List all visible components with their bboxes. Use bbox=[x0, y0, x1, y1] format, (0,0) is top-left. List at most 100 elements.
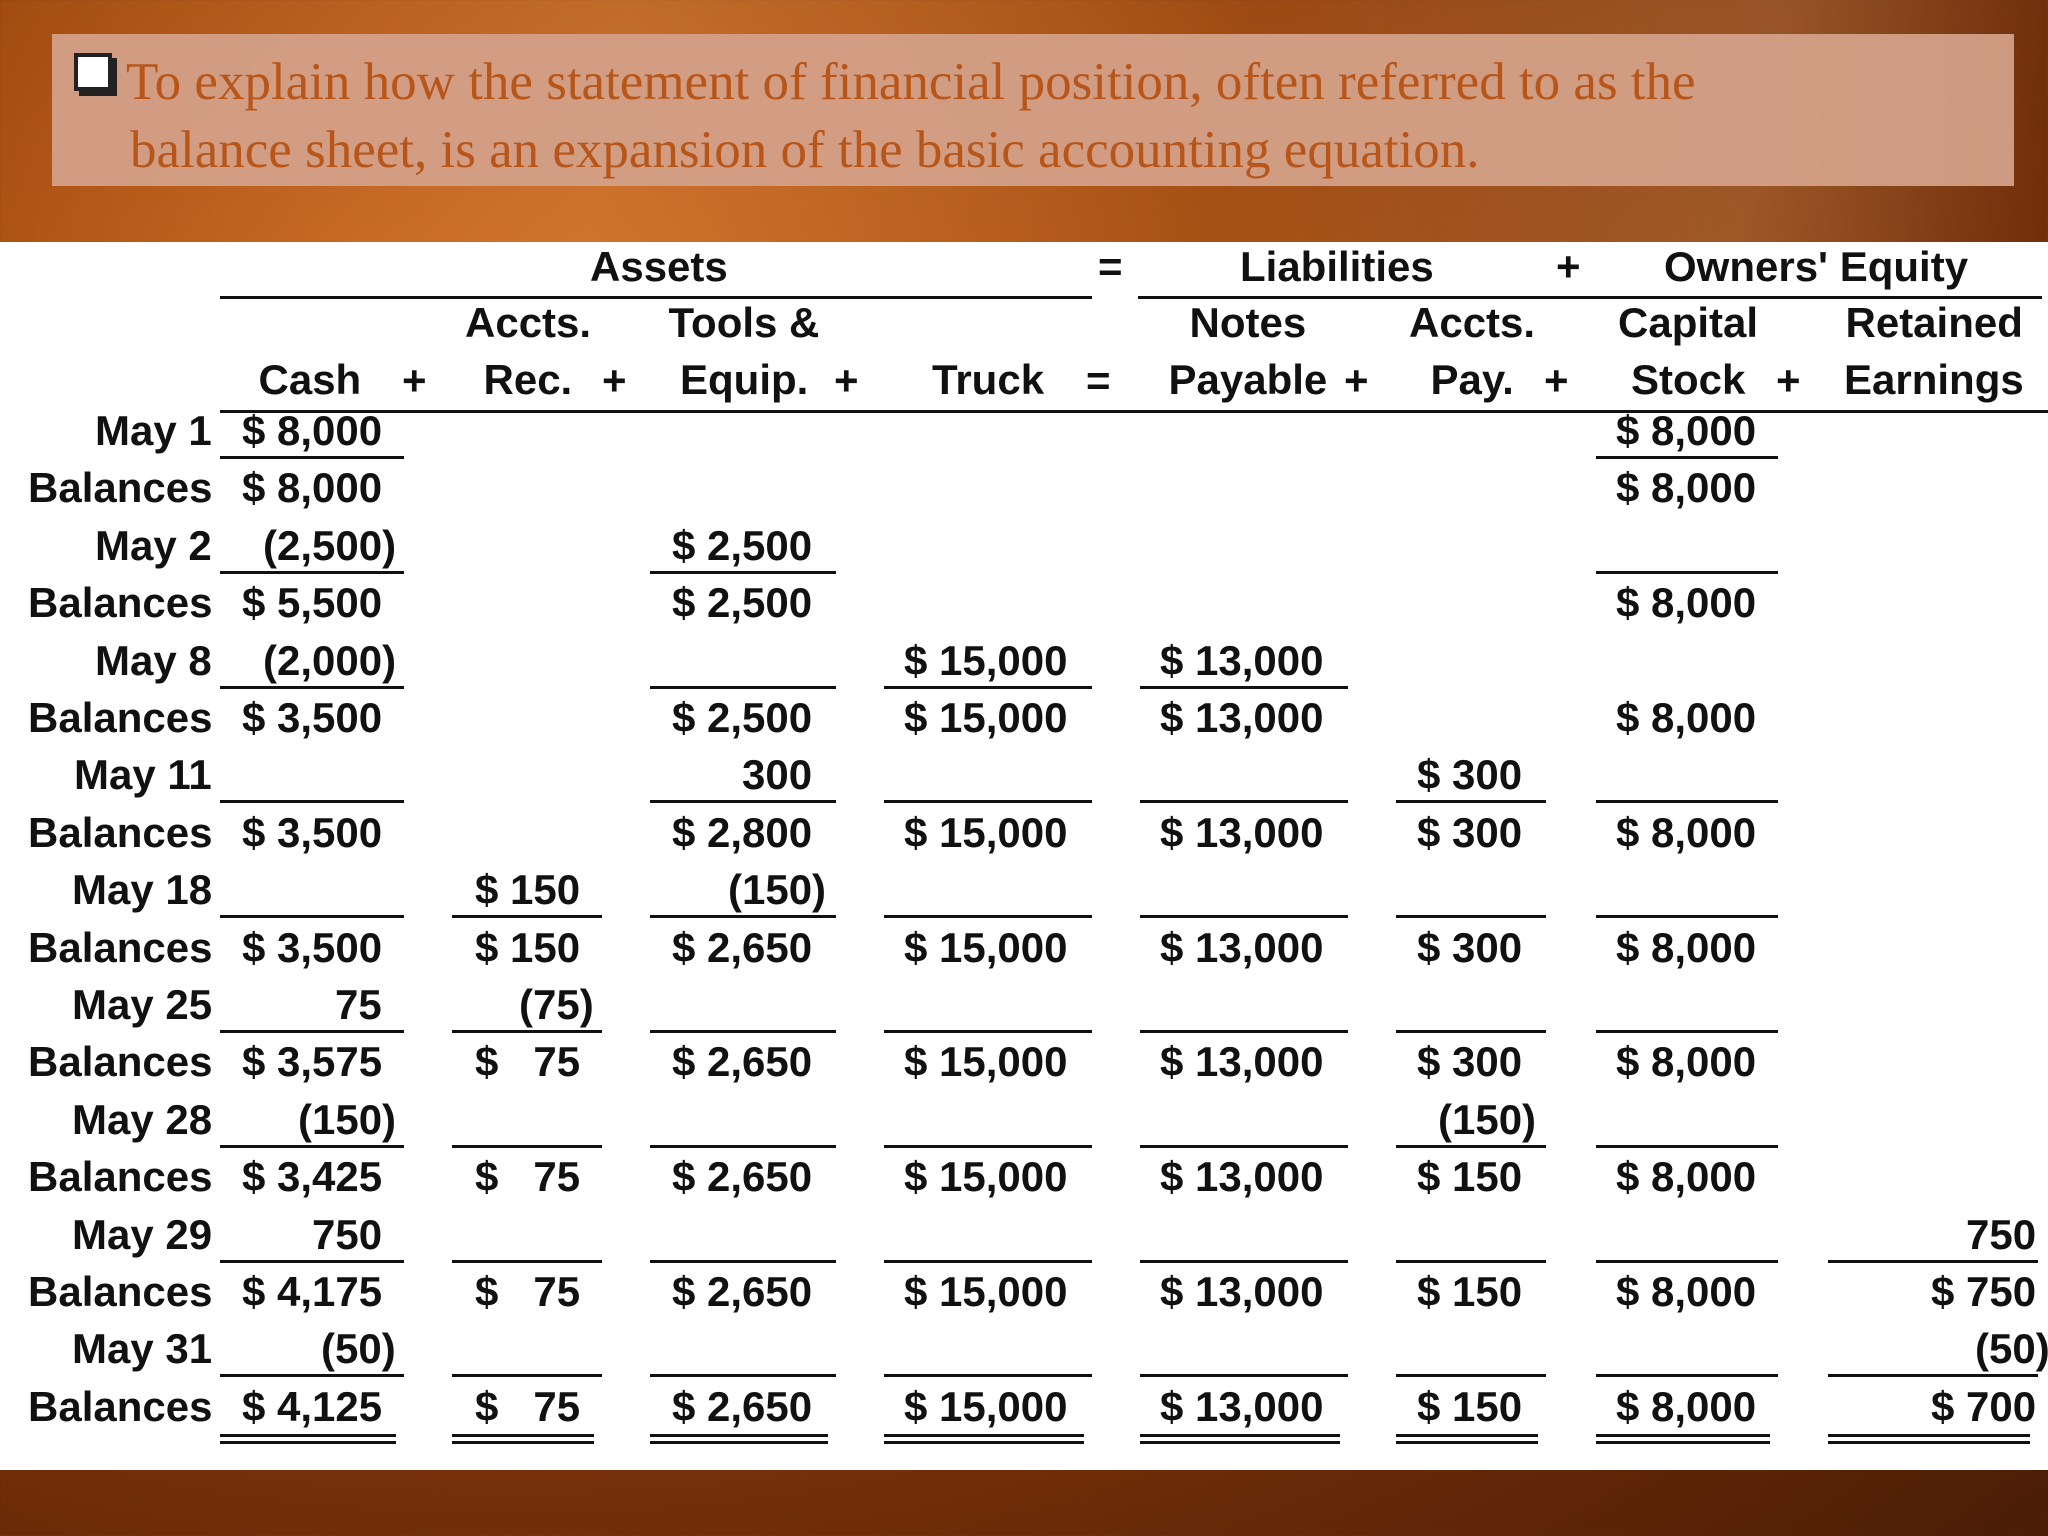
column-header-row1-1: Accts. bbox=[465, 299, 592, 346]
total-rule bbox=[1396, 1144, 1546, 1148]
table-cell: 300 bbox=[742, 751, 813, 799]
total-rule bbox=[220, 1259, 404, 1263]
table-cell: $ 2,650 bbox=[672, 1153, 813, 1201]
total-rule bbox=[1828, 1374, 2038, 1378]
row-label: May 25 bbox=[72, 981, 213, 1028]
total-rule bbox=[1828, 1259, 2038, 1263]
row-label: Balances bbox=[28, 579, 213, 627]
final-double-rule bbox=[220, 1433, 396, 1444]
table-cell: $ 15,000 bbox=[904, 1382, 1068, 1430]
table-cell: $ 75 bbox=[475, 1268, 581, 1315]
row-label: May 31 bbox=[72, 1325, 213, 1373]
accounting-equation-table: Assets = Liabilities + Owners' Equity Ac… bbox=[0, 242, 2048, 1470]
table-cell: $ 3,500 bbox=[242, 808, 383, 856]
table-cell: $ 15,000 bbox=[904, 1038, 1068, 1086]
row-label: May 28 bbox=[72, 1095, 213, 1143]
table-cell: $ 150 bbox=[1417, 1153, 1523, 1201]
objective-text: To explain how the statement of financia… bbox=[74, 48, 1974, 184]
total-rule bbox=[1596, 456, 1778, 459]
table-cell: $ 5,500 bbox=[242, 579, 383, 627]
column-header-row2-2: Equip. bbox=[680, 356, 809, 403]
table-cell: $ 13,000 bbox=[1160, 808, 1324, 856]
row-label: Balances bbox=[28, 808, 213, 856]
table-cell: $ 15,000 bbox=[904, 923, 1068, 971]
table-cell: $ 300 bbox=[1417, 808, 1523, 856]
total-rule bbox=[884, 915, 1092, 919]
row-label: May 29 bbox=[72, 1210, 213, 1258]
total-rule bbox=[1596, 570, 1778, 574]
total-rule bbox=[1396, 1259, 1546, 1263]
total-rule bbox=[452, 1259, 602, 1263]
total-rule bbox=[452, 1030, 602, 1033]
table-cell: $ 2,650 bbox=[672, 1268, 813, 1315]
objective-line-2: balance sheet, is an expansion of the ba… bbox=[130, 121, 1480, 179]
total-rule bbox=[1596, 800, 1778, 804]
table-cell: $ 3,575 bbox=[242, 1038, 383, 1086]
table-cell: $ 2,650 bbox=[672, 1382, 813, 1430]
table-cell: $ 150 bbox=[475, 866, 581, 914]
final-double-rule bbox=[1396, 1433, 1538, 1444]
row-label: Balances bbox=[28, 923, 213, 971]
row-label: May 1 bbox=[95, 407, 212, 454]
table-cell: $ 8,000 bbox=[242, 407, 383, 454]
total-rule bbox=[650, 800, 836, 804]
total-rule bbox=[1396, 1030, 1546, 1033]
row-label: May 2 bbox=[95, 521, 212, 569]
column-header-row1-6: Capital bbox=[1618, 299, 1759, 346]
table-cell: $ 750 bbox=[1931, 1268, 2037, 1315]
table-cell: $ 3,500 bbox=[242, 923, 383, 971]
header-operator-1: + bbox=[602, 357, 627, 404]
total-rule bbox=[1140, 915, 1348, 919]
table-cell: $ 150 bbox=[1417, 1268, 1523, 1315]
total-rule bbox=[1140, 1030, 1348, 1033]
total-rule bbox=[1596, 1374, 1778, 1378]
table-cell: $ 13,000 bbox=[1160, 923, 1324, 971]
table-cell: $ 3,500 bbox=[242, 694, 383, 741]
table-cell: (150) bbox=[1438, 1095, 1537, 1143]
final-double-rule bbox=[452, 1433, 594, 1444]
total-rule bbox=[220, 1144, 404, 1148]
total-rule bbox=[650, 915, 836, 919]
total-rule bbox=[1596, 1030, 1778, 1033]
table-cell: $ 8,000 bbox=[1616, 579, 1757, 627]
row-label: May 18 bbox=[72, 866, 213, 914]
total-rule bbox=[452, 1374, 602, 1378]
table-cell: $ 700 bbox=[1931, 1382, 2037, 1430]
table-cell: $ 13,000 bbox=[1160, 694, 1324, 741]
total-rule bbox=[884, 1030, 1092, 1033]
total-rule bbox=[1140, 1374, 1348, 1378]
table-cell: $ 75 bbox=[475, 1153, 581, 1201]
column-header-row2-4: Payable bbox=[1168, 356, 1328, 403]
column-header-row2-6: Stock bbox=[1631, 356, 1746, 403]
table-cell: (50) bbox=[321, 1325, 396, 1373]
total-rule bbox=[1140, 1144, 1348, 1148]
total-rule bbox=[650, 1374, 836, 1378]
column-header-row2-7: Earnings bbox=[1844, 356, 2024, 403]
row-label: Balances bbox=[28, 694, 213, 741]
table-cell: $ 8,000 bbox=[1616, 808, 1757, 856]
row-label: Balances bbox=[28, 1038, 213, 1086]
liabilities-group-header: Liabilities bbox=[1240, 243, 1434, 290]
column-header-row1-7: Retained bbox=[1845, 299, 2023, 346]
header-operator-0: + bbox=[402, 357, 427, 404]
total-rule bbox=[1396, 1374, 1546, 1378]
final-double-rule bbox=[1828, 1433, 2030, 1444]
row-label: Balances bbox=[28, 1382, 213, 1430]
table-cell: $ 8,000 bbox=[1616, 1153, 1757, 1201]
table-cell: $ 75 bbox=[475, 1382, 581, 1430]
total-rule bbox=[884, 1259, 1092, 1263]
total-rule bbox=[1596, 1259, 1778, 1263]
table-cell: $ 2,500 bbox=[672, 521, 813, 569]
table-cell: (150) bbox=[728, 866, 827, 914]
row-label: Balances bbox=[28, 1153, 213, 1201]
total-rule bbox=[220, 570, 404, 574]
final-double-rule bbox=[1140, 1433, 1340, 1444]
header-operator-2: + bbox=[834, 357, 859, 404]
total-rule bbox=[1140, 800, 1348, 804]
table-cell: $ 8,000 bbox=[1616, 1382, 1757, 1430]
table-cell: $ 150 bbox=[475, 923, 581, 971]
table-cell: $ 2,650 bbox=[672, 1038, 813, 1086]
row-label: May 11 bbox=[74, 751, 212, 799]
total-rule bbox=[220, 1030, 404, 1033]
total-rule bbox=[220, 800, 404, 804]
